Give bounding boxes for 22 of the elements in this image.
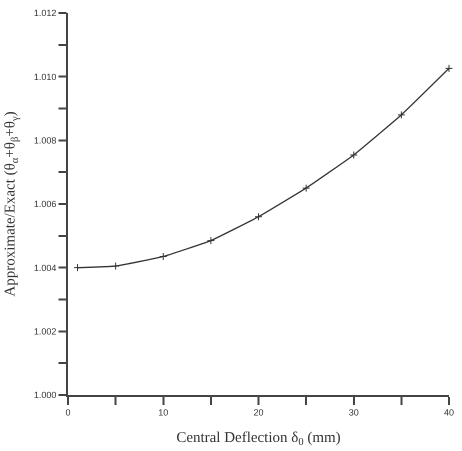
y-tick-label: 1.012 — [34, 8, 56, 18]
point — [112, 262, 120, 270]
x-axis-title: Central Deflection δ$_{0}$ (mm) — [176, 430, 341, 448]
y-tick-label: 1.004 — [34, 262, 56, 273]
point — [74, 264, 82, 272]
y-tick-label: 1.008 — [34, 135, 56, 146]
point — [159, 252, 168, 261]
point — [206, 236, 215, 245]
x-tick-label: 30 — [348, 408, 359, 418]
point — [445, 64, 453, 72]
y-tick-label: 1.000 — [34, 390, 56, 400]
point — [397, 110, 406, 119]
x-tick-label: 0 — [65, 408, 71, 418]
point — [254, 212, 262, 221]
y-tick-label: 1.002 — [34, 326, 56, 336]
point — [350, 150, 358, 159]
y-tick-label: 1.006 — [34, 199, 56, 210]
point — [302, 184, 310, 192]
y-tick-label: 1.010 — [34, 72, 56, 82]
x-tick-label: 10 — [158, 408, 168, 418]
x-tick-label: 20 — [253, 408, 264, 418]
x-tick-label: 40 — [444, 408, 454, 418]
